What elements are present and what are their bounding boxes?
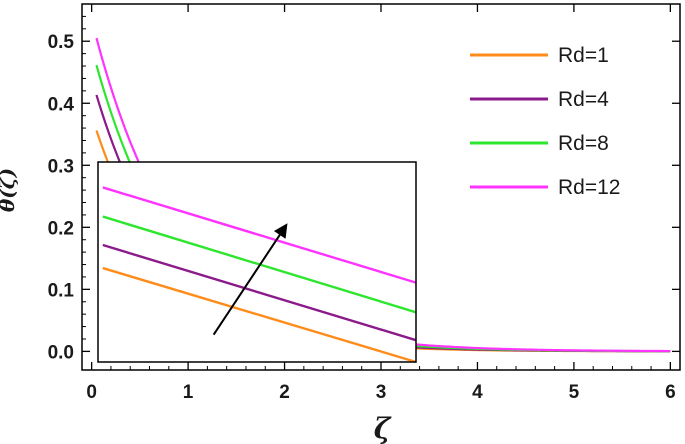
- inset-line-rd4: [102, 243, 417, 342]
- y-tick-label: 0.4: [48, 94, 75, 115]
- inset-line-rd1: [102, 266, 417, 364]
- y-axis-title: θ(ζ): [0, 168, 19, 212]
- x-axis-title: ζ: [374, 412, 392, 444]
- y-tick-label: 0.0: [48, 342, 74, 363]
- x-tick-label: 2: [279, 382, 290, 403]
- legend-label: Rd=4: [558, 88, 609, 111]
- inset-frame: [97, 161, 417, 363]
- inset-line-rd12: [102, 186, 417, 284]
- legend: Rd=1 Rd=4 Rd=8 Rd=12: [470, 44, 620, 199]
- y-axis: 0.0 0.1 0.2 0.3 0.4 0.5: [48, 15, 680, 363]
- y-tick-label: 0.2: [48, 218, 74, 239]
- x-tick-label: 4: [472, 382, 483, 403]
- x-tick-label: 5: [569, 382, 580, 403]
- y-tick-label: 0.5: [48, 32, 75, 53]
- x-axis: 0 1 2 3 4 5 6: [86, 4, 676, 403]
- x-tick-label: 3: [376, 382, 387, 403]
- legend-label: Rd=8: [558, 132, 609, 155]
- increasing-arrow: [212, 223, 288, 336]
- x-tick-label: 0: [86, 382, 97, 403]
- y-tick-label: 0.1: [48, 280, 75, 301]
- y-tick-label: 0.3: [48, 156, 74, 177]
- inset-plot: [97, 161, 417, 364]
- inset-background: [98, 162, 416, 362]
- legend-label: Rd=12: [558, 176, 620, 199]
- x-tick-label: 1: [183, 382, 194, 403]
- legend-label: Rd=1: [558, 44, 609, 67]
- x-tick-label: 6: [665, 382, 676, 403]
